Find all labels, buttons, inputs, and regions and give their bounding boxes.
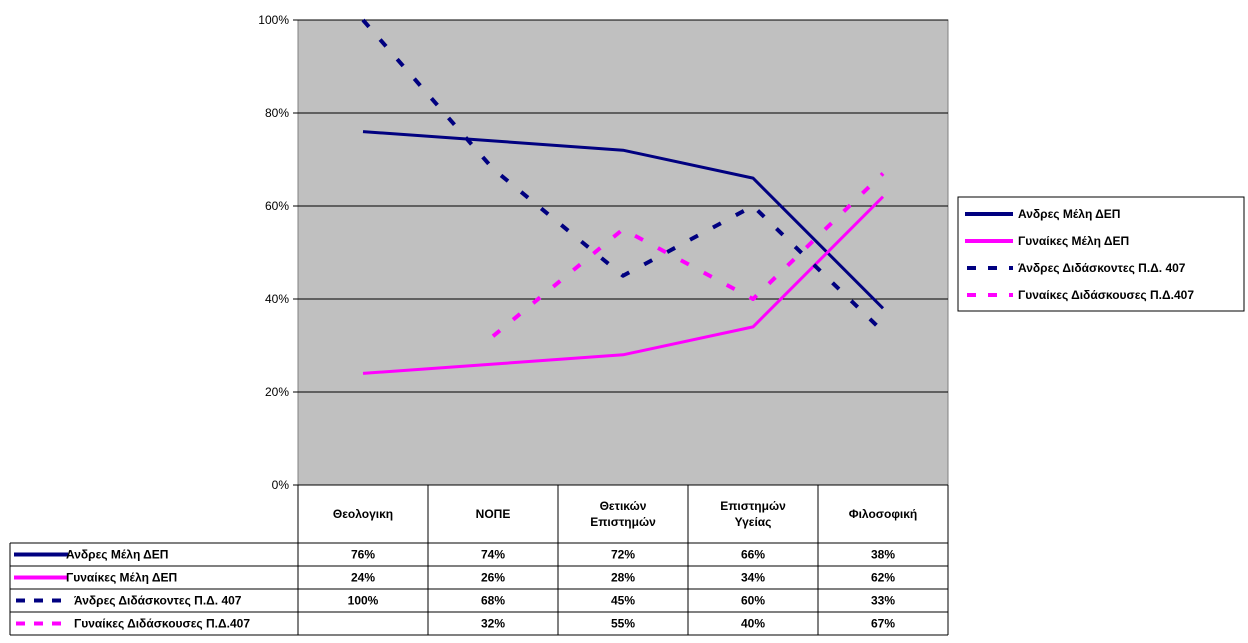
table-cell-value: 33%: [871, 594, 895, 608]
category-label: ΝΟΠΕ: [476, 507, 511, 521]
table-cell-value: 38%: [871, 548, 895, 562]
table-cell-value: 62%: [871, 571, 895, 585]
y-tick-label: 0%: [272, 478, 290, 492]
table-cell-value: 74%: [481, 548, 505, 562]
table-series-name: Γυναίκες Διδάσκουσες Π.Δ.407: [74, 617, 250, 631]
table-cell-value: 66%: [741, 548, 765, 562]
category-label: Υγείας: [735, 515, 772, 529]
table-cell-value: 34%: [741, 571, 765, 585]
legend-label: Άνδρες Διδάσκοντες Π.Δ. 407: [1018, 261, 1186, 275]
series-line: [491, 172, 885, 338]
y-tick-label: 80%: [265, 106, 289, 120]
table-cell-value: 76%: [351, 548, 375, 562]
table-cell-value: 60%: [741, 594, 765, 608]
series-line: [362, 130, 885, 310]
category-label: Επιστημών: [720, 499, 786, 513]
table-cell-value: 26%: [481, 571, 505, 585]
table-series-name: Γυναίκες Μέλη ΔΕΠ: [66, 571, 177, 585]
y-tick-label: 20%: [265, 385, 289, 399]
table-cell-value: 67%: [871, 617, 895, 631]
y-tick-label: 100%: [258, 13, 289, 27]
category-label: Επιστημών: [590, 515, 656, 529]
category-label: Θεολογικη: [333, 507, 393, 521]
series-line: [361, 18, 885, 333]
table-cell-value: 45%: [611, 594, 635, 608]
table-cell-value: 72%: [611, 548, 635, 562]
table-cell-value: 55%: [611, 617, 635, 631]
y-tick-label: 40%: [265, 292, 289, 306]
category-label: Φιλοσοφική: [849, 507, 918, 521]
table-cell-value: 68%: [481, 594, 505, 608]
y-tick-label: 60%: [265, 199, 289, 213]
table-cell-value: 24%: [351, 571, 375, 585]
series-line: [362, 195, 885, 375]
category-label: Θετικών: [600, 499, 647, 513]
table-series-name: Άνδρες Διδάσκοντες Π.Δ. 407: [74, 594, 242, 608]
legend-label: Ανδρες Μέλη ΔΕΠ: [1018, 207, 1120, 221]
table-cell-value: 32%: [481, 617, 505, 631]
table-series-name: Ανδρες Μέλη ΔΕΠ: [66, 548, 168, 562]
legend-label: Γυναίκες Διδάσκουσες Π.Δ.407: [1018, 288, 1194, 302]
table-cell-value: 40%: [741, 617, 765, 631]
table-cell-value: 100%: [348, 594, 379, 608]
table-cell-value: 28%: [611, 571, 635, 585]
plot-area: [297, 19, 949, 486]
legend-label: Γυναίκες Μέλη ΔΕΠ: [1018, 234, 1129, 248]
